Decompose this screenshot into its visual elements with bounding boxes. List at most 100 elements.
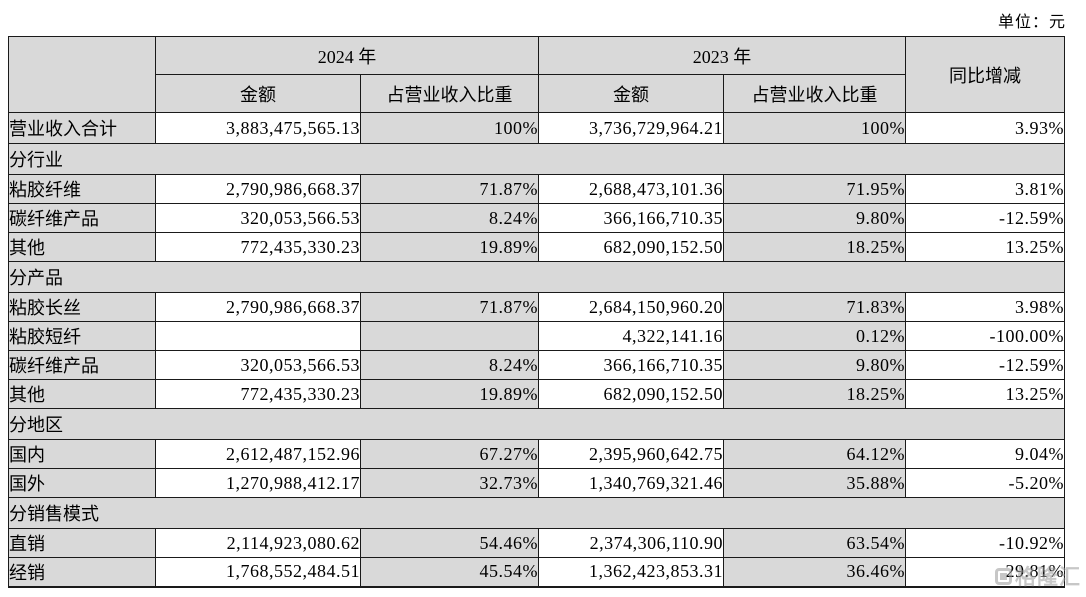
yoy-value: 9.04% xyxy=(905,439,1065,469)
section-row: 分产品 xyxy=(8,261,1065,293)
amount-2024 xyxy=(155,321,361,351)
pct-2024: 71.87% xyxy=(360,292,539,322)
amount-2023: 4,322,141.16 xyxy=(538,321,724,351)
yoy-value: -12.59% xyxy=(905,350,1065,380)
yoy-value: 3.81% xyxy=(905,174,1065,204)
row-label: 碳纤维产品 xyxy=(8,203,156,233)
table-row: 营业收入合计 3,883,475,565.13 100% 3,736,729,964.… xyxy=(8,112,1065,144)
table-row: 国外 1,270,988,412.17 32.73% 1,340,769,321.46… xyxy=(8,468,1065,498)
yoy-value: -12.59% xyxy=(905,203,1065,233)
pct-2024: 67.27% xyxy=(360,439,539,469)
row-label: 粘胶短纤 xyxy=(8,321,156,351)
amount-2024: 1,768,552,484.51 xyxy=(155,557,361,587)
amount-2023-header: 金额 xyxy=(538,74,724,113)
yoy-header: 同比增减 xyxy=(905,36,1065,113)
amount-2024: 2,114,923,080.62 xyxy=(155,528,361,558)
pct-2024: 8.24% xyxy=(360,350,539,380)
table-row: 直销 2,114,923,080.62 54.46% 2,374,306,110.90… xyxy=(8,528,1065,558)
amount-2023: 682,090,152.50 xyxy=(538,379,724,409)
amount-2023: 2,374,306,110.90 xyxy=(538,528,724,558)
pct-2024: 8.24% xyxy=(360,203,539,233)
section-label: 分行业 xyxy=(8,143,1065,175)
pct-2023: 36.46% xyxy=(723,557,906,587)
yoy-value: -100.00% xyxy=(905,321,1065,351)
row-label: 营业收入合计 xyxy=(8,112,156,144)
amount-2023: 366,166,710.35 xyxy=(538,203,724,233)
amount-2024: 320,053,566.53 xyxy=(155,203,361,233)
pct-2024: 100% xyxy=(360,112,539,144)
pct-2023: 35.88% xyxy=(723,468,906,498)
pct-2024: 32.73% xyxy=(360,468,539,498)
pct-2024: 45.54% xyxy=(360,557,539,587)
amount-2024: 3,883,475,565.13 xyxy=(155,112,361,144)
table-row: 粘胶纤维 2,790,986,668.37 71.87% 2,688,473,101.… xyxy=(8,174,1065,204)
amount-2023: 2,395,960,642.75 xyxy=(538,439,724,469)
amount-2024: 772,435,330.23 xyxy=(155,379,361,409)
row-label: 直销 xyxy=(8,528,156,558)
pct-2023: 71.95% xyxy=(723,174,906,204)
pct-2023: 9.80% xyxy=(723,203,906,233)
amount-2024: 772,435,330.23 xyxy=(155,232,361,262)
pct-2023-header: 占营业收入比重 xyxy=(723,74,906,113)
pct-2024: 19.89% xyxy=(360,379,539,409)
row-label: 其他 xyxy=(8,232,156,262)
yoy-value: 13.25% xyxy=(905,379,1065,409)
pct-2023: 100% xyxy=(723,112,906,144)
section-label: 分地区 xyxy=(8,408,1065,440)
amount-2024: 320,053,566.53 xyxy=(155,350,361,380)
pct-2024: 71.87% xyxy=(360,174,539,204)
row-label: 碳纤维产品 xyxy=(8,350,156,380)
row-label: 粘胶长丝 xyxy=(8,292,156,322)
section-row: 分行业 xyxy=(8,143,1065,175)
header-row-metrics: 金额 占营业收入比重 金额 占营业收入比重 xyxy=(9,74,1065,113)
year-2024-header: 2024 年 xyxy=(155,36,539,75)
row-label: 国外 xyxy=(8,468,156,498)
pct-2023: 0.12% xyxy=(723,321,906,351)
yoy-value: 13.25% xyxy=(905,232,1065,262)
amount-2023: 682,090,152.50 xyxy=(538,232,724,262)
section-row: 分地区 xyxy=(8,408,1065,440)
pct-2024 xyxy=(360,321,539,351)
row-label: 粘胶纤维 xyxy=(8,174,156,204)
section-label: 分产品 xyxy=(8,261,1065,293)
pct-2023: 71.83% xyxy=(723,292,906,322)
pct-2023: 18.25% xyxy=(723,232,906,262)
pct-2024: 19.89% xyxy=(360,232,539,262)
pct-2023: 18.25% xyxy=(723,379,906,409)
amount-2023: 1,340,769,321.46 xyxy=(538,468,724,498)
table-header: 2024 年 2023 年 同比增减 金额 占营业收入比重 金额 占营业收入比重 xyxy=(8,36,1065,113)
table-row: 粘胶长丝 2,790,986,668.37 71.87% 2,684,150,960.… xyxy=(8,292,1065,322)
pct-2024-header: 占营业收入比重 xyxy=(360,74,539,113)
pct-2023: 9.80% xyxy=(723,350,906,380)
section-row: 分销售模式 xyxy=(8,497,1065,529)
pct-2023: 63.54% xyxy=(723,528,906,558)
yoy-value: -10.92% xyxy=(905,528,1065,558)
amount-2023: 1,362,423,853.31 xyxy=(538,557,724,587)
yoy-value: 3.98% xyxy=(905,292,1065,322)
table-row: 其他 772,435,330.23 19.89% 682,090,152.50 18.2… xyxy=(8,232,1065,262)
table-row: 粘胶短纤 4,322,141.16 0.12% -100.00% xyxy=(8,321,1065,351)
table-row: 其他 772,435,330.23 19.89% 682,090,152.50 18.2… xyxy=(8,379,1065,409)
amount-2024: 2,790,986,668.37 xyxy=(155,174,361,204)
revenue-breakdown-table: 2024 年 2023 年 同比增减 金额 占营业收入比重 金额 占营业收入比重… xyxy=(8,36,1065,588)
year-2023-header: 2023 年 xyxy=(538,36,906,75)
yoy-value: 29.81% xyxy=(905,557,1065,587)
header-row-years: 2024 年 2023 年 同比增减 xyxy=(8,36,1065,113)
row-label: 其他 xyxy=(8,379,156,409)
table-row: 碳纤维产品 320,053,566.53 8.24% 366,166,710.35 9.… xyxy=(8,350,1065,380)
amount-2024: 1,270,988,412.17 xyxy=(155,468,361,498)
table-row: 碳纤维产品 320,053,566.53 8.24% 366,166,710.35 9.… xyxy=(8,203,1065,233)
amount-2024: 2,790,986,668.37 xyxy=(155,292,361,322)
corner-cell xyxy=(8,36,156,113)
yoy-value: 3.93% xyxy=(905,112,1065,144)
table-row: 经销 1,768,552,484.51 45.54% 1,362,423,853.31… xyxy=(8,557,1065,587)
amount-2023: 2,684,150,960.20 xyxy=(538,292,724,322)
amount-2023: 3,736,729,964.21 xyxy=(538,112,724,144)
yoy-value: -5.20% xyxy=(905,468,1065,498)
pct-2023: 64.12% xyxy=(723,439,906,469)
amount-2024: 2,612,487,152.96 xyxy=(155,439,361,469)
row-label: 国内 xyxy=(8,439,156,469)
section-label: 分销售模式 xyxy=(8,497,1065,529)
amount-2024-header: 金额 xyxy=(155,74,361,113)
